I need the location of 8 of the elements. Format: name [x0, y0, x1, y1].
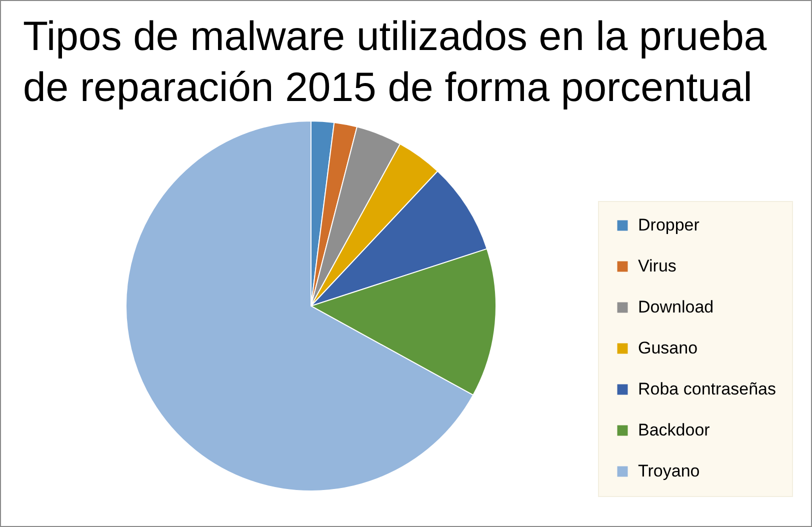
chart-title: Tipos de malware utilizados en la prueba de reparación 2015 de forma porcentual — [23, 12, 768, 112]
legend-label: Dropper — [638, 216, 700, 234]
legend-label: Roba contraseñas — [638, 380, 776, 398]
legend-label: Troyano — [638, 462, 700, 480]
legend-label: Virus — [638, 256, 676, 276]
legend-label: Gusano — [638, 338, 698, 358]
legend-label: Download — [638, 298, 714, 316]
legend-label: Backdoor — [638, 420, 710, 440]
